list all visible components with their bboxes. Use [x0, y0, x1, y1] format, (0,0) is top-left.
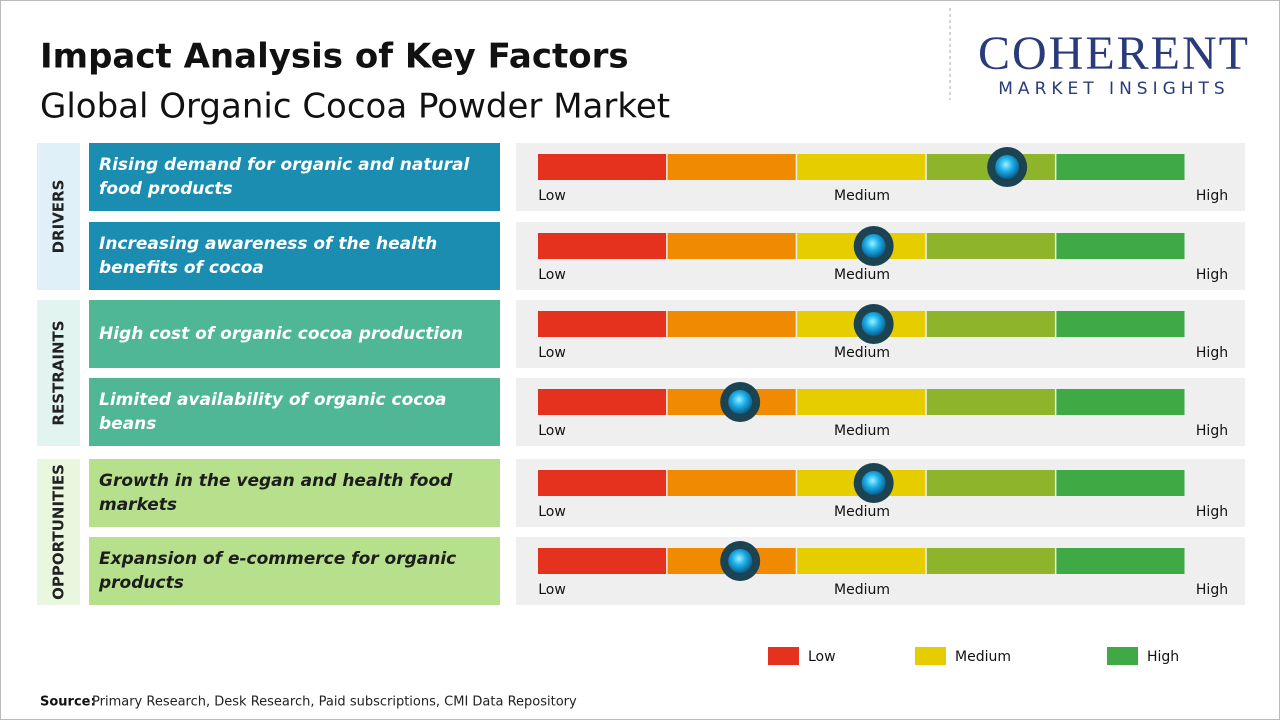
gauge-segment [1056, 548, 1185, 574]
legend-swatch [915, 647, 946, 665]
source-label: Source: [40, 695, 96, 710]
gauge-segment [667, 154, 796, 180]
legend-label: High [1147, 649, 1179, 665]
knob [861, 234, 886, 258]
gauge-segment [538, 154, 667, 180]
gauge-label: Medium [834, 582, 890, 598]
gauge-label: Low [538, 188, 566, 204]
gauge-segment [1056, 470, 1185, 496]
gauge-label: High [1196, 423, 1228, 439]
gauge-label: Low [538, 582, 566, 598]
subtitle: Global Organic Cocoa Powder Market [40, 87, 670, 127]
gauge-label: High [1196, 267, 1228, 283]
title: Impact Analysis of Key Factors [40, 37, 629, 77]
gauge-segment [538, 311, 667, 337]
gauge-label: High [1196, 345, 1228, 361]
gauge-segment [538, 470, 667, 496]
gauge-label: Medium [834, 345, 890, 361]
gauge-label: Medium [834, 267, 890, 283]
gauge-segment [797, 548, 926, 574]
gauge-segment [667, 470, 796, 496]
gauge-label: Low [538, 423, 566, 439]
gauge-label: High [1196, 582, 1228, 598]
gauge-segment [538, 233, 667, 259]
factor-text: Growth in the vegan and health food mark… [99, 471, 453, 515]
gauge-segment [1056, 154, 1185, 180]
knob [995, 155, 1020, 179]
gauge-label: Medium [834, 188, 890, 204]
gauge-segment [926, 389, 1055, 415]
gauge-segment [797, 389, 926, 415]
gauge-segment [926, 311, 1055, 337]
factor-text: Expansion of e-commerce for organic prod… [99, 549, 457, 593]
legend-swatch [768, 647, 799, 665]
gauge-segment [538, 389, 667, 415]
logo-name: COHERENT [978, 27, 1250, 80]
factor-box [89, 459, 500, 527]
gauge-segment [797, 154, 926, 180]
gauge-segment [667, 233, 796, 259]
knob [728, 549, 753, 573]
gauge-label: Medium [834, 423, 890, 439]
gauge-segment [926, 470, 1055, 496]
group-panel [37, 300, 80, 446]
factor-box [89, 537, 500, 605]
knob [861, 312, 886, 336]
legend-label: Medium [955, 649, 1011, 665]
group-label: DRIVERS [50, 180, 68, 254]
group-label: OPPORTUNITIES [50, 464, 68, 600]
gauge-label: Low [538, 267, 566, 283]
factor-box [89, 300, 500, 368]
factor-text: Increasing awareness of the health benef… [99, 234, 438, 278]
gauge-segment [538, 548, 667, 574]
gauge-label: Medium [834, 504, 890, 520]
source-text: Primary Research, Desk Research, Paid su… [92, 695, 577, 710]
gauge-segment [1056, 389, 1185, 415]
gauge-segment [926, 548, 1055, 574]
gauge-segment [667, 311, 796, 337]
logo-tagline: MARKET INSIGHTS [998, 79, 1229, 99]
gauge-label: Low [538, 504, 566, 520]
factor-box [89, 143, 500, 211]
gauge-label: High [1196, 188, 1228, 204]
gauge-label: High [1196, 504, 1228, 520]
gauge-segment [1056, 233, 1185, 259]
factor-text: High cost of organic cocoa production [99, 324, 464, 344]
gauge-label: Low [538, 345, 566, 361]
legend-swatch [1107, 647, 1138, 665]
gauge-segment [926, 233, 1055, 259]
group-panel [37, 143, 80, 290]
factor-box [89, 378, 500, 446]
legend-label: Low [808, 649, 836, 665]
group-label: RESTRAINTS [50, 320, 68, 425]
factor-box [89, 222, 500, 290]
gauge-segment [1056, 311, 1185, 337]
factor-text: Limited availability of organic cocoa be… [99, 390, 447, 434]
group-panel [37, 459, 80, 605]
knob [728, 390, 753, 414]
factor-text: Rising demand for organic and natural fo… [99, 155, 470, 199]
knob [861, 471, 886, 495]
